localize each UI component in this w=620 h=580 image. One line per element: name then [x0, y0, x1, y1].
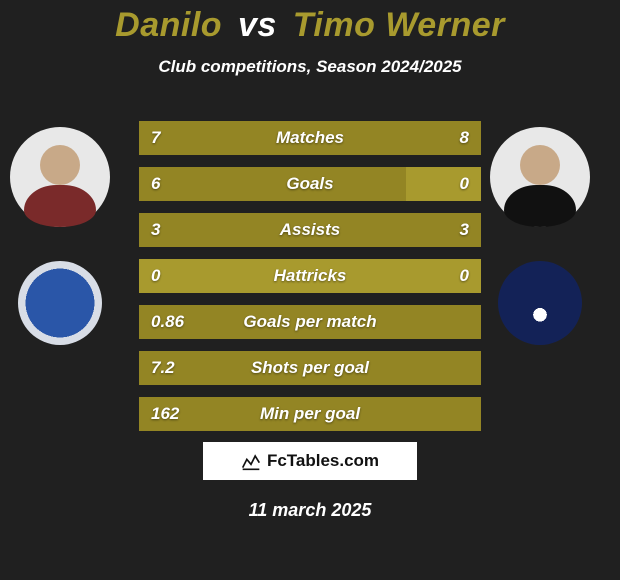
stat-name: Min per goal	[139, 397, 481, 431]
stat-name: Shots per goal	[139, 351, 481, 385]
brand-badge: FcTables.com	[203, 442, 417, 480]
stat-name: Assists	[139, 213, 481, 247]
stat-row: 00Hattricks	[139, 259, 481, 293]
stat-row: 0.86Goals per match	[139, 305, 481, 339]
card-subtitle: Club competitions, Season 2024/2025	[0, 57, 620, 77]
stat-row: 60Goals	[139, 167, 481, 201]
player2-avatar	[490, 127, 590, 227]
stat-name: Matches	[139, 121, 481, 155]
player2-club-logo	[498, 261, 582, 345]
title-player1: Danilo	[115, 6, 222, 44]
title-vs: vs	[238, 6, 277, 44]
stat-row: 33Assists	[139, 213, 481, 247]
stat-row: 7.2Shots per goal	[139, 351, 481, 385]
player1-club-logo	[18, 261, 102, 345]
stat-name: Goals	[139, 167, 481, 201]
stat-name: Hattricks	[139, 259, 481, 293]
stat-name: Goals per match	[139, 305, 481, 339]
brand-logo-icon	[241, 451, 261, 471]
stat-rows: 78Matches 60Goals 33Assists 00Hattricks 0.86…	[139, 121, 481, 443]
brand-text: FcTables.com	[267, 451, 379, 471]
title-player2: Timo Werner	[293, 6, 505, 44]
card-date: 11 march 2025	[0, 500, 620, 521]
player1-avatar	[10, 127, 110, 227]
stat-row: 78Matches	[139, 121, 481, 155]
stat-row: 162Min per goal	[139, 397, 481, 431]
comparison-card: Danilo vs Timo Werner Club competitions,…	[0, 0, 620, 580]
card-title: Danilo vs Timo Werner	[0, 0, 620, 45]
